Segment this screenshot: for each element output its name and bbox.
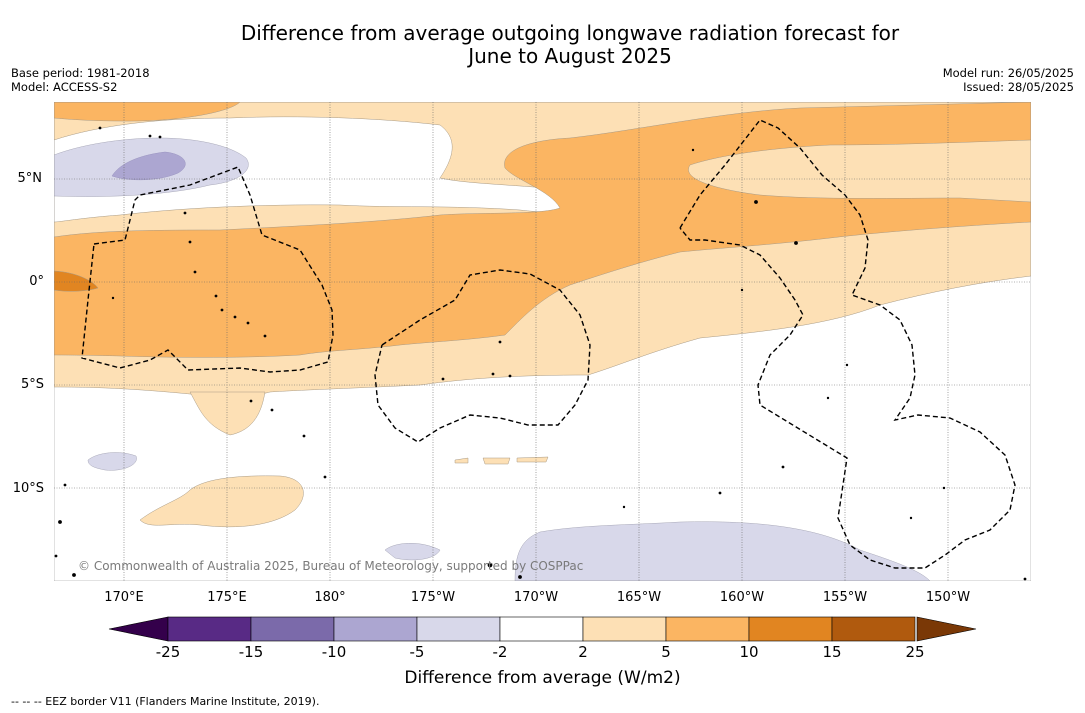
lon-label-175w: 175°W (410, 590, 456, 605)
islands (54, 126, 1027, 581)
colorbar-segment (748, 616, 833, 642)
lon-label-160w: 160°W (719, 590, 765, 605)
eez-borders (81, 119, 1016, 569)
colorbar-tick: -25 (155, 643, 181, 661)
colorbar-segment (665, 616, 750, 642)
lat-label-10s: 10°S (12, 481, 44, 496)
colorbar-tick: -10 (321, 643, 347, 661)
anomaly-5-10-main (54, 102, 1031, 358)
colorbar-tick: 2 (578, 643, 588, 661)
gridlines (54, 102, 1031, 581)
anomaly-2-5-islands (454, 456, 549, 465)
model-run: Model run: 26/05/2025 (942, 66, 1074, 80)
eez-kiribati-line (679, 119, 1016, 569)
title-line-1: Difference from average outgoing longwav… (240, 21, 900, 45)
eez-kiribati-gilbert (81, 166, 334, 373)
map-area (54, 102, 1031, 581)
map-title: Difference from average outgoing longwav… (120, 22, 1020, 68)
eez-legend-footer: -- -- -- EEZ border V11 (Flanders Marine… (11, 695, 320, 708)
lat-label-5s: 5°S (20, 377, 44, 392)
lon-label-170w: 170°W (513, 590, 559, 605)
lon-label-165w: 165°W (616, 590, 662, 605)
anomaly-neg-small-1 (87, 452, 137, 471)
colorbar-tick: 5 (661, 643, 671, 661)
anomaly-2-5-south-lobe (189, 391, 266, 436)
lon-label-150w: 150°W (925, 590, 971, 605)
anomaly-neg-south (514, 521, 931, 581)
anomaly-10-15-patch (54, 270, 99, 292)
colorbar-segment (582, 616, 667, 642)
colorbar-tick: -15 (238, 643, 264, 661)
colorbar-segment (250, 616, 335, 642)
lat-label-5n: 5°N (17, 171, 43, 186)
title-line-2: June to August 2025 (468, 44, 672, 68)
eez-tokelau (374, 269, 591, 443)
colorbar-segments (167, 616, 916, 642)
colorbar-tick: -5 (409, 643, 425, 661)
lon-label-170e: 170°E (104, 590, 144, 605)
colorbar-extend-low (108, 616, 169, 642)
colorbar-tick: 10 (739, 643, 759, 661)
model-name: Model: ACCESS-S2 (11, 80, 118, 94)
lon-label-180: 180° (314, 590, 346, 605)
colorbar-segment (167, 616, 252, 642)
colorbar-extend-high (916, 616, 977, 642)
colorbar-tick: -2 (492, 643, 508, 661)
lat-label-eq: 0° (29, 274, 44, 289)
colorbar-segment (416, 616, 501, 642)
colorbar-segment (499, 616, 584, 642)
lon-label-175e: 175°E (207, 590, 247, 605)
colorbar-tick: 25 (905, 643, 925, 661)
anomaly-neg-small-2 (384, 543, 441, 561)
base-period: Base period: 1981-2018 (11, 66, 150, 80)
anomaly-2-5-patch (139, 475, 304, 528)
lon-label-155w: 155°W (822, 590, 868, 605)
issued-date: Issued: 28/05/2025 (963, 80, 1074, 94)
colorbar-tick: 15 (822, 643, 842, 661)
metadata-right: Model run: 26/05/2025 Issued: 28/05/2025 (943, 66, 1074, 94)
anomaly-5-10-top (54, 102, 241, 122)
metadata-left: Base period: 1981-2018 Model: ACCESS-S2 (11, 66, 150, 94)
anomaly-neg-north-dark (111, 151, 186, 181)
colorbar-label: Difference from average (W/m2) (404, 668, 681, 688)
colorbar (108, 616, 977, 642)
copyright-notice: © Commonwealth of Australia 2025, Bureau… (78, 559, 584, 573)
colorbar-segment (831, 616, 916, 642)
colorbar-segment (333, 616, 418, 642)
